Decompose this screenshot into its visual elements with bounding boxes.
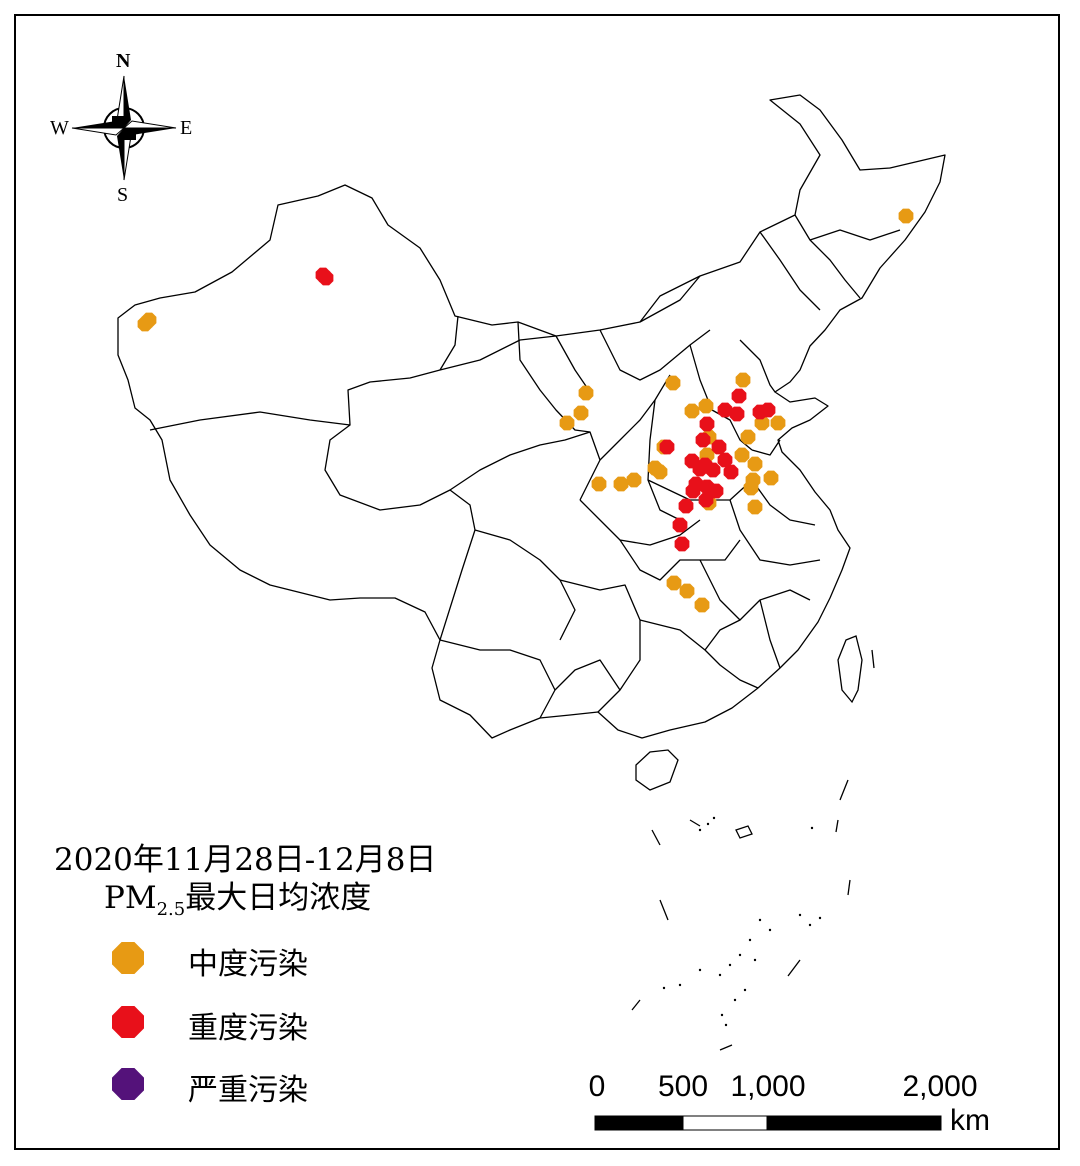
moderate-station-28 [666,575,682,591]
moderate-station-5 [578,385,594,401]
moderate-station-26 [747,499,763,515]
moderate-station-23 [613,476,629,492]
heavy-station-16 [697,457,713,473]
moderate-station-2 [137,316,153,332]
moderate-station-24 [626,472,642,488]
moderate-station-29 [679,583,695,599]
scale-tick-2000: 2,000 [902,1070,978,1103]
heavy-station-24 [674,536,690,552]
heavy-station-20 [685,483,701,499]
moderate-station-16 [740,429,756,445]
scale-tick-500: 500 [657,1070,709,1103]
moderate-station-19 [652,464,668,480]
moderate-station-4 [665,375,681,391]
heavy-station-2 [731,388,747,404]
legend-title-line2: PM2.5最大日均浓度 [104,872,371,920]
province-boundaries [117,94,946,739]
scattered-islets [662,816,822,1027]
moderate-station-8 [684,403,700,419]
legend-title-sub: 2.5 [156,899,186,921]
scale-tick-0: 0 [588,1070,606,1103]
legend-label-severe: 严重污染 [188,1073,308,1108]
compass-rose-icon [71,75,177,181]
scale-bar [594,1115,942,1131]
moderate-station-30 [694,597,710,613]
taiwan-island [837,635,863,704]
moderate-station-3 [735,372,751,388]
moderate-station-6 [573,405,589,421]
heavy-station-1 [318,270,334,286]
moderate-station-9 [698,398,714,414]
heavy-station-19 [708,483,724,499]
moderate-station-0 [898,208,914,224]
legend-title-rest: 最大日均浓度 [185,880,372,916]
moderate-marker-icon [112,942,144,974]
heavy-pollution-stations [315,267,776,552]
heavy-station-8 [695,432,711,448]
heavy-station-6 [760,402,776,418]
heavy-station-23 [672,517,688,533]
legend-label-moderate: 中度污染 [188,947,308,982]
heavy-station-22 [678,498,694,514]
heavy-station-21 [698,492,714,508]
moderate-station-21 [763,470,779,486]
legend-label-heavy: 重度污染 [188,1011,308,1046]
heavy-marker-icon [112,1006,144,1038]
legend-title-line1: 2020年11月28日-12月8日 [54,842,437,878]
scale-tick-1000: 1,000 [730,1070,806,1103]
moderate-pollution-stations [137,208,914,613]
heavy-station-7 [699,416,715,432]
moderate-station-17 [747,456,763,472]
severe-marker-icon [112,1068,144,1100]
hainan-island [635,749,679,791]
moderate-station-11 [770,415,786,431]
heavy-station-10 [659,439,675,455]
heavy-station-15 [723,464,739,480]
compass-north: N [116,50,131,72]
moderate-station-7 [559,415,575,431]
compass-west: W [50,117,69,139]
map-frame [14,14,1060,1150]
heavy-station-11 [717,452,733,468]
moderate-station-25 [743,480,759,496]
legend-title-pm: PM [104,880,157,916]
compass-east: E [180,117,193,139]
moderate-station-22 [591,476,607,492]
heavy-station-3 [717,402,733,418]
china-outline [117,94,946,739]
scale-unit: km [950,1104,990,1137]
compass-south: S [117,184,129,206]
heavy-station-4 [729,406,745,422]
moderate-station-15 [734,447,750,463]
islands [631,635,875,1051]
heavy-station-9 [711,439,727,455]
